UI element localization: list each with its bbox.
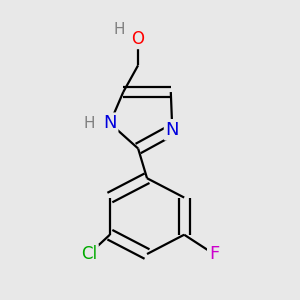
Text: N: N bbox=[103, 114, 117, 132]
Text: H: H bbox=[83, 116, 95, 131]
Text: N: N bbox=[166, 121, 179, 139]
Text: O: O bbox=[132, 29, 145, 47]
Text: F: F bbox=[209, 245, 219, 263]
Text: H: H bbox=[113, 22, 124, 37]
Text: Cl: Cl bbox=[81, 245, 97, 263]
